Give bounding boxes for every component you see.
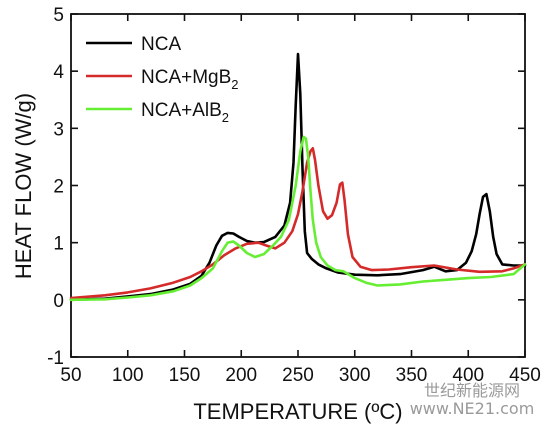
series-line-nca-alb2 xyxy=(69,135,527,302)
x-tick-label: 200 xyxy=(225,365,257,386)
legend-label-nca-alb2-base: NCA+AlB xyxy=(141,100,222,121)
series-lines xyxy=(69,52,527,302)
legend-label-nca-mgb2-sub: 2 xyxy=(231,77,238,92)
y-tick-label: 5 xyxy=(53,5,64,26)
x-tick-label: 350 xyxy=(396,365,428,386)
x-tick-label: 150 xyxy=(169,365,201,386)
x-tick-label: 100 xyxy=(112,365,144,386)
x-axis-title: TEMPERATURE (ºC) xyxy=(193,399,402,424)
legend-label-nca-mgb2-base: NCA+MgB xyxy=(141,67,231,88)
y-tick-label: 3 xyxy=(53,119,64,140)
y-tick-label: 2 xyxy=(53,177,64,198)
legend-label-nca-alb2-sub: 2 xyxy=(222,110,229,125)
legend: NCA NCA+MgB2 NCA+AlB2 xyxy=(86,34,239,125)
y-tick-label: 0 xyxy=(53,291,64,312)
x-tick-label: 50 xyxy=(60,365,81,386)
y-axis-title: HEAT FLOW (W/g) xyxy=(11,93,36,279)
x-axis-ticks: 50 100 150 200 250 300 350 400 450 xyxy=(60,14,541,386)
legend-label-nca-base: NCA xyxy=(141,34,181,55)
x-tick-label: 400 xyxy=(452,365,484,386)
x-tick-label: 450 xyxy=(509,365,541,386)
x-tick-label: 300 xyxy=(339,365,371,386)
watermark: 世纪新能源网 www.NE21.com xyxy=(410,381,535,418)
legend-label-nca-alb2: NCA+AlB2 xyxy=(141,100,229,125)
legend-label-nca: NCA xyxy=(141,34,181,55)
y-tick-label: 4 xyxy=(53,62,64,83)
series-line-nca xyxy=(69,52,527,302)
watermark-line1: 世纪新能源网 xyxy=(424,381,520,400)
y-tick-label: -1 xyxy=(47,348,64,369)
series-line-nca-mgb2 xyxy=(69,147,527,300)
watermark-line2: www.NE21.com xyxy=(410,399,535,418)
x-tick-label: 250 xyxy=(282,365,314,386)
y-axis-ticks: -1 0 1 2 3 4 5 xyxy=(47,5,525,369)
legend-label-nca-mgb2: NCA+MgB2 xyxy=(141,67,239,92)
y-tick-label: 1 xyxy=(53,234,64,255)
